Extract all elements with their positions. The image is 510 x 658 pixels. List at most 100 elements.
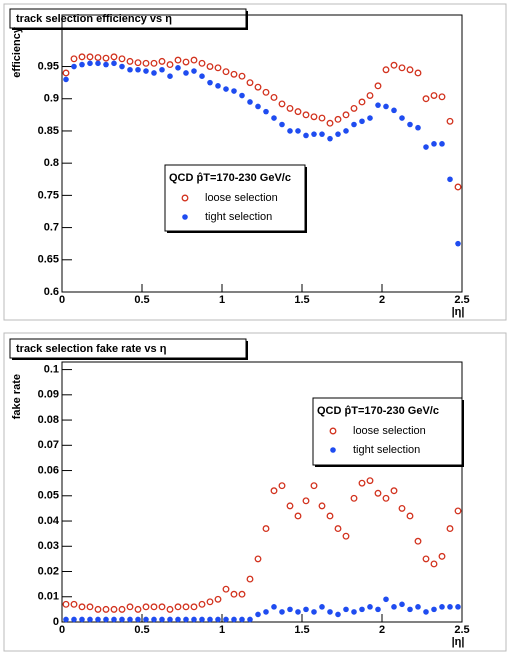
data-point [174,603,182,611]
y-tick-label: 0 [53,616,59,628]
data-point [134,59,142,67]
data-point [406,66,414,74]
y-tick-label: 0.8 [44,157,59,169]
data-point [78,603,86,611]
data-point [239,92,245,99]
legend-box [312,397,463,466]
y-tick-label: 0.6 [44,286,59,298]
data-point [199,616,205,623]
legend-label: loose selection [353,425,426,437]
data-point [127,66,133,73]
data-point [198,59,206,67]
legend-marker [330,447,336,453]
data-point [407,606,413,613]
data-point [78,53,86,61]
data-point [327,135,333,142]
data-point [358,479,366,487]
y-tick-label: 0.75 [38,189,59,201]
data-point [119,616,125,623]
data-point [319,131,325,137]
y-tick-label: 0.95 [38,60,59,72]
data-point [414,69,422,77]
data-point [159,66,165,73]
data-point [215,83,221,89]
data-point [398,504,406,512]
data-point [70,600,78,608]
data-point [190,603,198,611]
y-axis-label: efficiency [11,26,23,78]
data-point [222,585,230,593]
data-point [70,55,78,63]
data-point [175,616,181,623]
y-tick-label: 0.1 [44,363,59,375]
data-point [270,94,278,101]
x-tick-label: 2.5 [454,624,469,636]
data-point [367,604,373,610]
data-point [383,103,389,110]
data-point [167,616,173,623]
data-point [199,73,205,79]
chart-title: track selection fake rate vs η [16,343,167,355]
data-point [414,537,422,545]
data-point [350,104,358,112]
data-point [158,603,166,611]
data-point [287,606,293,613]
data-point [455,240,461,247]
data-point [383,596,389,603]
data-point [422,95,430,103]
data-point [183,70,189,76]
data-point [343,606,349,613]
x-tick-label: 0 [59,624,65,636]
data-point [230,70,238,78]
data-point [62,69,70,77]
y-tick-label: 0.07 [38,439,59,451]
legend-marker [329,427,337,435]
data-point [191,68,197,74]
data-point [438,552,446,560]
data-point [350,494,358,502]
y-tick-label: 0.01 [38,591,59,603]
data-point [118,605,126,613]
y-tick-label: 0.9 [44,93,59,105]
data-point [62,600,70,608]
data-point [71,616,77,623]
data-point [94,605,102,613]
x-tick-label: 2 [379,624,385,636]
data-point [255,611,261,618]
data-point [382,494,390,502]
legend-marker [182,214,188,220]
x-tick-label: 2 [379,294,385,306]
y-tick-label: 0.08 [38,414,59,426]
data-point [334,115,342,123]
data-point [303,132,309,139]
data-point [174,56,182,64]
data-point [447,176,453,183]
data-point [71,63,77,70]
data-point [214,595,222,603]
data-point [143,68,149,74]
data-point [254,555,262,563]
data-point [382,66,390,74]
data-point [391,604,397,610]
data-point [438,93,446,101]
y-tick-label: 0.09 [38,389,59,401]
data-point [182,603,190,611]
data-point [335,131,341,137]
data-point [182,58,190,66]
data-point [407,121,413,128]
data-point [175,65,181,71]
data-point [238,590,246,598]
data-point [366,92,374,99]
data-point [446,117,454,125]
data-point [326,512,334,520]
plot-frame [61,361,463,623]
data-point [430,92,438,99]
data-point [295,609,301,615]
data-point [86,603,94,611]
x-tick-label: 1 [219,294,225,306]
x-tick-label: 1 [219,624,225,636]
data-point [263,609,269,615]
y-tick-label: 0.03 [38,540,59,552]
data-point [399,115,405,121]
y-tick-label: 0.05 [38,490,59,502]
